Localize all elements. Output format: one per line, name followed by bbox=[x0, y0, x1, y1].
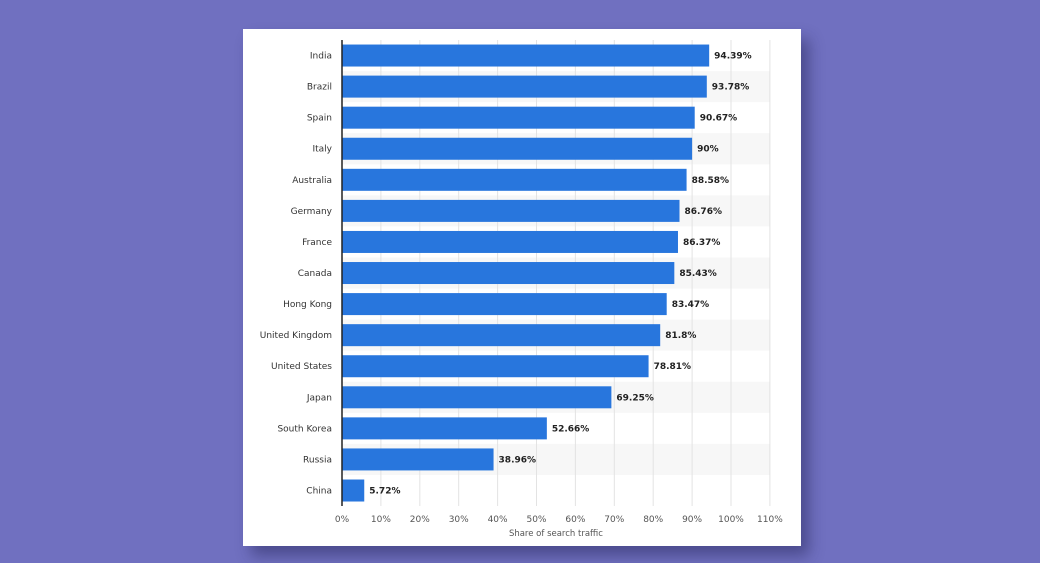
category-label: Australia bbox=[292, 176, 332, 186]
category-label: Hong Kong bbox=[283, 300, 332, 310]
x-tick-label: 70% bbox=[604, 515, 624, 525]
x-axis-title: Share of search traffic bbox=[509, 529, 603, 539]
value-label: 78.81% bbox=[654, 362, 692, 372]
category-label: Canada bbox=[298, 269, 332, 279]
bar bbox=[342, 386, 612, 409]
x-tick-label: 30% bbox=[449, 515, 469, 525]
category-label: Italy bbox=[312, 145, 332, 155]
value-label: 81.8% bbox=[665, 331, 696, 341]
category-label: India bbox=[310, 52, 332, 62]
chart-card: 0% 10% 20% 30% 40% 50% 60% 70% 80% 90% 100% 110% Ind… bbox=[243, 29, 801, 546]
bar bbox=[342, 168, 687, 191]
x-tick-label: 80% bbox=[643, 515, 663, 525]
bar bbox=[342, 324, 661, 347]
bar bbox=[342, 75, 707, 98]
bar bbox=[342, 479, 365, 502]
x-tick-label: 40% bbox=[488, 515, 508, 525]
bar bbox=[342, 106, 695, 129]
x-tick-label: 60% bbox=[565, 515, 585, 525]
category-label: Russia bbox=[303, 455, 332, 465]
x-tick-label: 0% bbox=[335, 515, 350, 525]
bar bbox=[342, 137, 693, 160]
bar bbox=[342, 448, 494, 471]
value-label: 85.43% bbox=[679, 269, 717, 279]
x-tick-label: 50% bbox=[526, 515, 546, 525]
x-tick-label: 100% bbox=[718, 515, 744, 525]
category-label: Germany bbox=[291, 207, 333, 217]
category-label: United States bbox=[271, 362, 332, 372]
value-label: 94.39% bbox=[714, 52, 752, 62]
bar bbox=[342, 355, 649, 378]
value-label: 90.67% bbox=[700, 114, 738, 124]
bar-chart: 0% 10% 20% 30% 40% 50% 60% 70% 80% 90% 100% 110% Ind… bbox=[260, 40, 783, 539]
x-tick-label: 20% bbox=[410, 515, 430, 525]
bar bbox=[342, 230, 678, 253]
category-label: Brazil bbox=[307, 83, 332, 93]
category-label: Spain bbox=[307, 114, 332, 124]
value-label: 83.47% bbox=[672, 300, 710, 310]
value-label: 86.37% bbox=[683, 238, 721, 248]
value-label: 88.58% bbox=[692, 176, 730, 186]
bar bbox=[342, 199, 680, 222]
category-label: China bbox=[306, 487, 332, 497]
category-label: South Korea bbox=[277, 424, 332, 434]
category-label: France bbox=[302, 238, 332, 248]
bar bbox=[342, 44, 710, 67]
value-label: 38.96% bbox=[499, 455, 537, 465]
value-label: 5.72% bbox=[369, 487, 400, 497]
x-tick-label: 110% bbox=[757, 515, 783, 525]
x-tick-label: 90% bbox=[682, 515, 702, 525]
x-tick-label: 10% bbox=[371, 515, 391, 525]
value-label: 52.66% bbox=[552, 424, 590, 434]
category-label: Japan bbox=[306, 393, 332, 403]
bar bbox=[342, 293, 667, 316]
value-label: 90% bbox=[697, 145, 719, 155]
value-label: 93.78% bbox=[712, 83, 750, 93]
value-label: 69.25% bbox=[616, 393, 654, 403]
value-label: 86.76% bbox=[684, 207, 722, 217]
bar bbox=[342, 417, 547, 440]
bar bbox=[342, 262, 675, 285]
category-label: United Kingdom bbox=[260, 331, 332, 341]
